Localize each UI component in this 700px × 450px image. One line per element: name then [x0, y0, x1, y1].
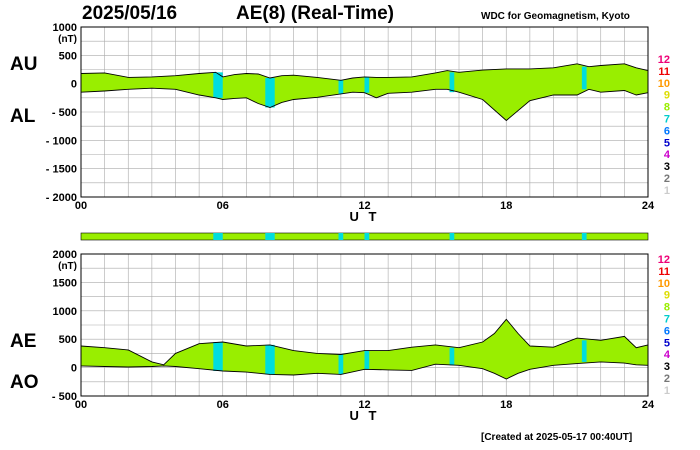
plot-frame: [80, 26, 649, 198]
station-legend-entry: 2: [664, 173, 670, 185]
data-gap-mark: [338, 354, 344, 375]
x-tick-label: 00: [75, 399, 87, 411]
y-tick-label: - 500: [52, 107, 77, 119]
plot-frame: [80, 253, 649, 397]
y-tick-label: - 1500: [46, 164, 77, 176]
station-legend-entry: 5: [664, 137, 670, 149]
panel-2: [80, 253, 649, 397]
chart-date: 2025/05/16: [82, 3, 178, 24]
station-legend-entry: 4: [664, 349, 671, 361]
availability-gap-mark: [213, 233, 223, 240]
x-tick-label: 24: [642, 399, 655, 411]
availability-gap-mark: [581, 233, 587, 240]
x-tick-label: 18: [500, 200, 512, 212]
station-legend-entry: 1: [664, 185, 670, 197]
station-legend-entry: 12: [658, 54, 670, 66]
data-gap-mark: [581, 66, 587, 90]
availability-gap-mark: [338, 233, 344, 240]
y-tick-label: 500: [59, 334, 77, 346]
availability-bar: [80, 232, 649, 241]
station-legend-entry: 9: [664, 290, 670, 302]
station-legend-entry: 7: [664, 114, 670, 126]
series-line-al: [80, 87, 649, 122]
station-legend-entry: 8: [664, 302, 670, 314]
x-tick-label: 12: [358, 399, 370, 411]
series-line-ae: [80, 318, 649, 366]
series-label-ao: AO: [10, 372, 39, 393]
availability-gap-mark: [265, 233, 275, 240]
station-legend-entry: 10: [658, 78, 670, 90]
unit-label: (nT): [58, 34, 77, 45]
availability-gap-mark: [364, 233, 370, 240]
data-gap-mark: [449, 72, 455, 93]
unit-label: (nT): [58, 261, 77, 272]
station-legend-entry: 11: [658, 266, 670, 278]
availability-gap-mark: [449, 233, 455, 240]
station-legend-entry: 7: [664, 314, 670, 326]
y-tick-label: - 1000: [46, 135, 77, 147]
station-legend-entry: 4: [664, 149, 671, 161]
x-axis-label: U T: [350, 209, 380, 224]
data-gap-mark: [364, 76, 370, 93]
organization-label: WDC for Geomagnetism, Kyoto: [481, 11, 630, 22]
station-legend-entry: 10: [658, 278, 670, 290]
station-legend-entry: 9: [664, 90, 670, 102]
station-legend-entry: 6: [664, 125, 670, 137]
station-legend-entry: 11: [658, 66, 670, 78]
data-gap-mark: [338, 80, 344, 94]
data-gap-mark: [364, 350, 370, 370]
x-tick-label: 18: [500, 399, 512, 411]
station-legend-entry: 2: [664, 373, 670, 385]
station-legend-entry: 5: [664, 337, 670, 349]
data-gap-mark: [265, 344, 275, 375]
created-timestamp: [Created at 2025-05-17 00:40UT]: [481, 432, 633, 443]
chart-title: AE(8) (Real-Time): [236, 3, 395, 24]
series-label-al: AL: [10, 106, 36, 127]
y-tick-label: - 2000: [46, 192, 77, 204]
y-tick-label: 0: [71, 363, 77, 375]
x-tick-label: 06: [217, 200, 229, 212]
station-legend-entry: 12: [658, 254, 670, 266]
y-tick-label: 1000: [53, 22, 77, 34]
y-tick-label: 2000: [53, 249, 77, 261]
series-line-au: [80, 63, 649, 81]
data-gap-mark: [581, 340, 587, 362]
x-tick-label: 06: [217, 399, 229, 411]
y-tick-label: 0: [71, 79, 77, 91]
station-legend-entry: 6: [664, 325, 670, 337]
panel-1: [80, 26, 649, 198]
y-tick-label: - 500: [52, 391, 77, 403]
station-legend-entry: 3: [664, 361, 670, 373]
series-line-ao: [80, 361, 649, 380]
data-gap-mark: [265, 78, 275, 108]
x-tick-label: 00: [75, 200, 87, 212]
series-label-au: AU: [10, 54, 37, 75]
y-tick-label: 1000: [53, 306, 77, 318]
data-gap-mark: [213, 342, 223, 372]
y-tick-label: 1500: [53, 277, 77, 289]
x-tick-label: 24: [642, 200, 655, 212]
series-label-ae: AE: [10, 331, 36, 352]
y-tick-label: 500: [59, 50, 77, 62]
data-gap-mark: [213, 72, 223, 98]
station-legend-entry: 3: [664, 161, 670, 173]
station-legend-entry: 8: [664, 102, 670, 114]
station-legend-entry: 1: [664, 385, 670, 397]
x-tick-label: 12: [358, 200, 370, 212]
data-gap-mark: [449, 347, 455, 366]
x-axis-label: U T: [350, 408, 380, 423]
